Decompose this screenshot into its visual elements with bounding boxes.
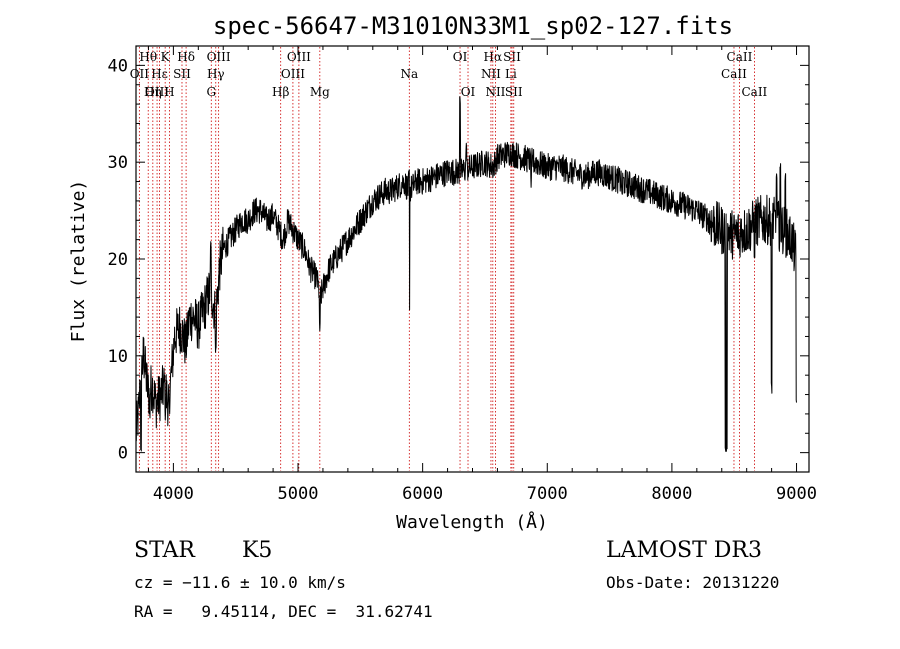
x-tick-label: 8000 bbox=[651, 484, 692, 504]
x-axis-ticks: 4000 5000 6000 7000 8000 9000 bbox=[147, 46, 817, 504]
line-marker-label: Hθ bbox=[139, 50, 157, 64]
plot-frame bbox=[135, 45, 810, 473]
line-marker-label: OII bbox=[130, 67, 150, 81]
line-marker-label: SII bbox=[505, 85, 523, 99]
line-marker-label: CaII bbox=[721, 67, 747, 81]
y-tick-label: 40 bbox=[108, 56, 128, 76]
line-marker-label: Hβ bbox=[272, 85, 289, 99]
y-tick-label: 30 bbox=[108, 153, 128, 173]
x-axis-label: Wavelength (Å) bbox=[396, 511, 548, 533]
line-marker-label: Hδ bbox=[177, 50, 195, 64]
x-tick-label: 7000 bbox=[527, 484, 568, 504]
y-tick-label: 20 bbox=[108, 250, 128, 270]
x-tick-label: 6000 bbox=[402, 484, 443, 504]
x-tick-label: 9000 bbox=[776, 484, 817, 504]
line-marker-label: OI bbox=[461, 85, 476, 99]
chart-title: spec-56647-M31010N33M1_sp02-127.fits bbox=[213, 12, 733, 40]
line-marker-label: SII bbox=[173, 67, 191, 81]
line-marker-label: OIII bbox=[145, 85, 169, 99]
line-marker-label: Hγ bbox=[207, 67, 225, 81]
y-tick-label: 10 bbox=[108, 347, 128, 367]
line-marker-label: Mg bbox=[310, 85, 330, 99]
star-class: STAR bbox=[134, 538, 195, 563]
survey-name: LAMOST DR3 bbox=[606, 538, 762, 563]
line-marker-label: NII bbox=[485, 85, 505, 99]
line-marker-label: K bbox=[161, 50, 171, 64]
x-tick-label: 5000 bbox=[278, 484, 319, 504]
y-tick-label: 0 bbox=[118, 444, 128, 464]
line-marker-label: SII bbox=[503, 50, 521, 64]
line-marker-label: OI bbox=[453, 50, 468, 64]
line-marker-label: H bbox=[164, 85, 174, 99]
line-marker-label: Li bbox=[505, 67, 517, 81]
line-marker-label: OIII bbox=[287, 50, 311, 64]
line-marker-label: Na bbox=[400, 67, 418, 81]
spectrum-series bbox=[135, 96, 797, 452]
line-marker-label: OIII bbox=[281, 67, 305, 81]
line-marker-label: OIII bbox=[207, 50, 231, 64]
line-marker-label: G bbox=[206, 85, 216, 99]
line-marker-label: Hα bbox=[484, 50, 503, 64]
line-marker-label: Hε bbox=[151, 67, 168, 81]
coordinates: RA = 9.45114, DEC = 31.62741 bbox=[134, 602, 433, 621]
line-marker-label: Hη bbox=[144, 85, 162, 99]
line-markers: Hθ OII OIII K Hε Hη SII H Hδ OIII Hγ G Hβ OIII OIII Mg N… bbox=[130, 47, 768, 471]
star-subclass: K5 bbox=[242, 538, 273, 563]
x-tick-label: 4000 bbox=[153, 484, 194, 504]
y-axis-label: Flux (relative) bbox=[68, 180, 89, 343]
y-axis-ticks: 0 10 20 30 40 bbox=[108, 45, 809, 464]
spectrum-line bbox=[135, 96, 797, 452]
line-marker-label: NII bbox=[481, 67, 501, 81]
line-marker-label: CaII bbox=[727, 50, 753, 64]
obs-date: Obs-Date: 20131220 bbox=[606, 573, 780, 592]
redshift-cz: cz = −11.6 ± 10.0 km/s bbox=[134, 573, 346, 592]
line-marker-label: CaII bbox=[741, 85, 767, 99]
